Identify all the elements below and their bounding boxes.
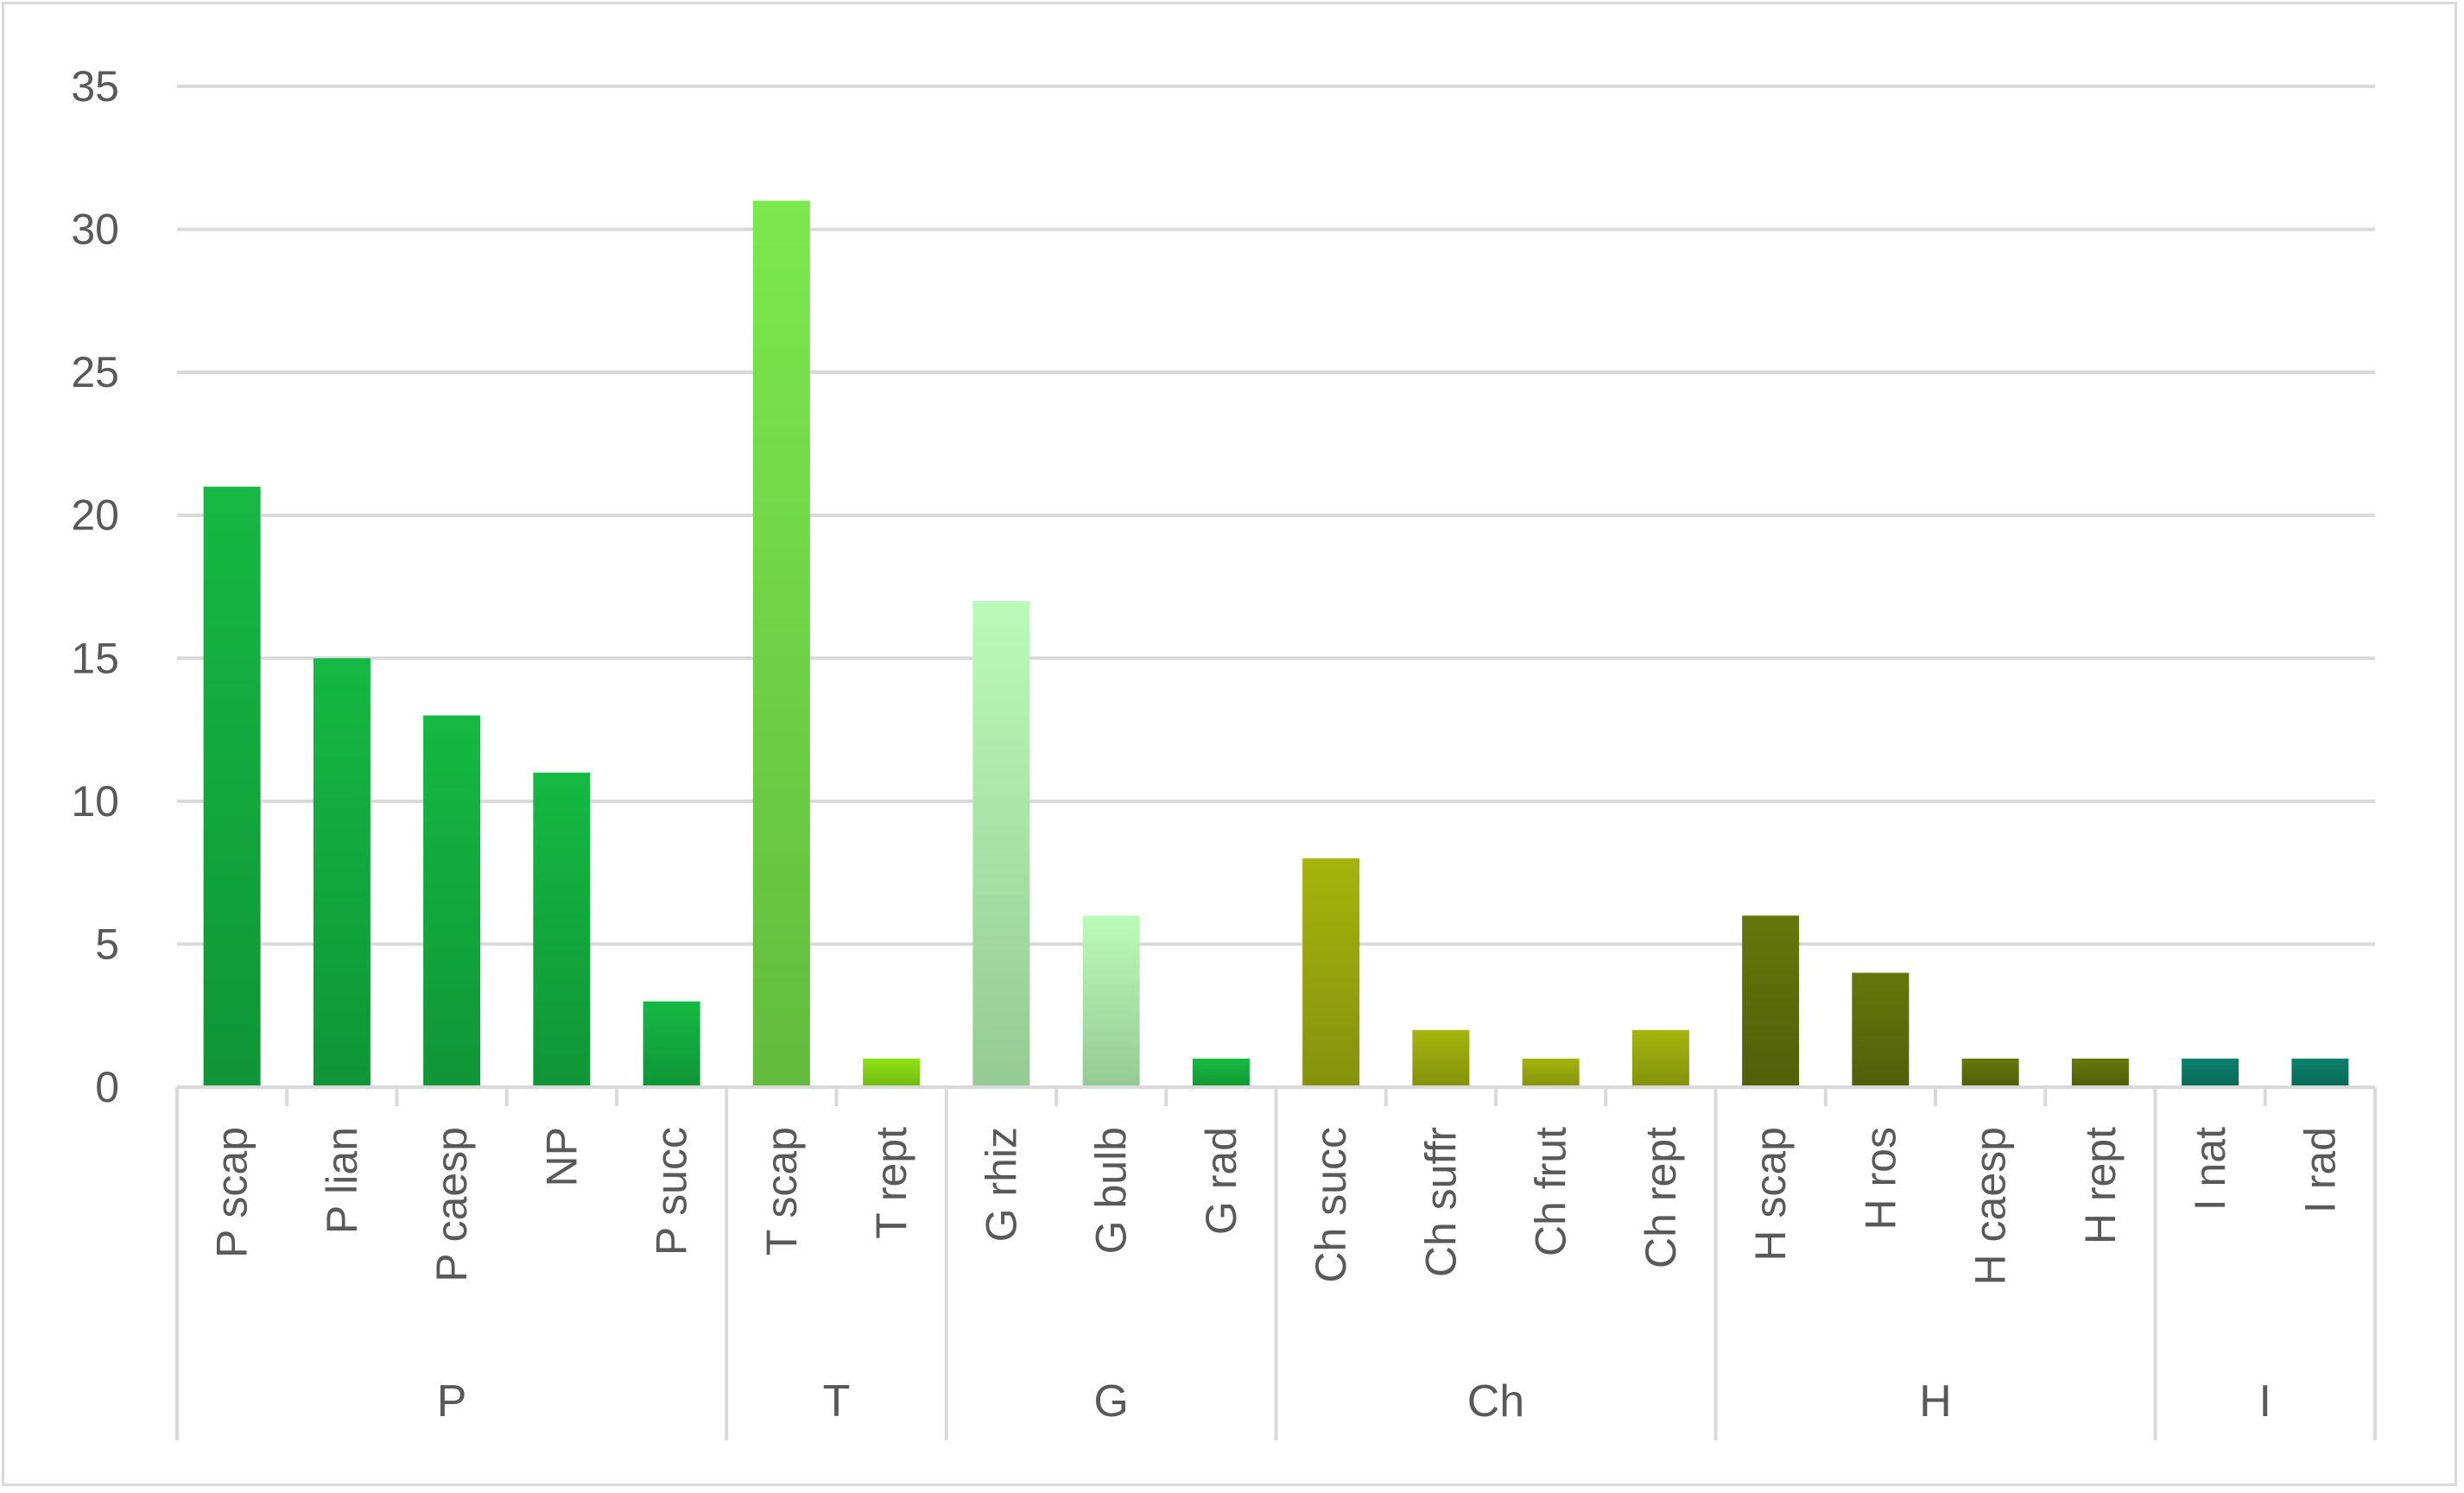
category-axis	[175, 1085, 2377, 1440]
bars	[203, 200, 2349, 1087]
bar-g-rad	[1192, 1058, 1250, 1087]
category-label: G bulb	[1087, 1127, 1136, 1254]
group-label: G	[1093, 1376, 1128, 1427]
group-label: T	[823, 1376, 851, 1427]
group-label: H	[1919, 1376, 1952, 1427]
bar-t-scap	[752, 200, 810, 1087]
category-label: T scap	[757, 1127, 806, 1256]
category-label: I nat	[2186, 1127, 2234, 1211]
group-labels: P T G Ch H I	[437, 1376, 2271, 1427]
category-label: H ros	[1856, 1127, 1904, 1230]
bar-p-caesp	[423, 715, 481, 1087]
category-label: Ch suffr	[1416, 1127, 1465, 1277]
bar-ch-rept	[1631, 1029, 1689, 1087]
bar-h-caesp	[1961, 1058, 2019, 1087]
bar-t-rept	[863, 1058, 921, 1087]
category-label: NP	[537, 1127, 586, 1186]
category-label: G rhiz	[977, 1127, 1025, 1242]
bar-h-rept	[2071, 1058, 2129, 1087]
bar-i-nat	[2182, 1058, 2239, 1087]
bar-h-scap	[1742, 915, 1800, 1087]
category-label: Ch rept	[1637, 1127, 1685, 1268]
category-label: H scap	[1746, 1127, 1795, 1262]
bar-p-succ	[643, 1001, 700, 1087]
category-label: T rept	[867, 1127, 915, 1239]
bar-ch-frut	[1522, 1058, 1580, 1087]
y-tick-label: 30	[71, 206, 119, 254]
category-label: G rad	[1197, 1127, 1245, 1235]
y-tick-label: 0	[95, 1063, 119, 1111]
y-tick-label: 15	[71, 634, 119, 682]
bar-ch-suffr	[1412, 1029, 1470, 1087]
category-label: Ch succ	[1307, 1127, 1355, 1283]
bar-i-rad	[2291, 1058, 2349, 1087]
category-label: P scap	[208, 1127, 257, 1258]
category-label: H caesp	[1967, 1127, 2015, 1285]
gridlines	[177, 85, 2375, 946]
category-labels: P scap P lian P caesp NP P succ T scap T rept G…	[208, 1127, 2345, 1286]
group-label: I	[2259, 1376, 2271, 1427]
category-label: Ch frut	[1527, 1127, 1575, 1256]
bar-p-lian	[313, 658, 371, 1087]
group-label: P	[437, 1376, 467, 1427]
category-label: P succ	[648, 1127, 696, 1256]
bar-np	[533, 772, 591, 1087]
y-axis-ticks: 0 5 10 15 20 25 30 35	[71, 62, 119, 1111]
bar-g-rhiz	[972, 601, 1030, 1087]
y-tick-label: 35	[71, 62, 119, 111]
group-label: Ch	[1467, 1376, 1524, 1427]
category-label: H rept	[2076, 1127, 2125, 1244]
category-label: P lian	[318, 1127, 366, 1234]
category-label: I rad	[2296, 1127, 2344, 1213]
y-tick-label: 20	[71, 491, 119, 540]
bar-p-scap	[203, 486, 261, 1087]
y-tick-label: 25	[71, 348, 119, 396]
bar-ch-succ	[1302, 858, 1360, 1087]
category-label: P caesp	[428, 1127, 476, 1282]
y-tick-label: 5	[95, 920, 119, 968]
bar-h-ros	[1852, 972, 1910, 1087]
y-tick-label: 10	[71, 777, 119, 826]
bar-g-bulb	[1082, 915, 1140, 1087]
